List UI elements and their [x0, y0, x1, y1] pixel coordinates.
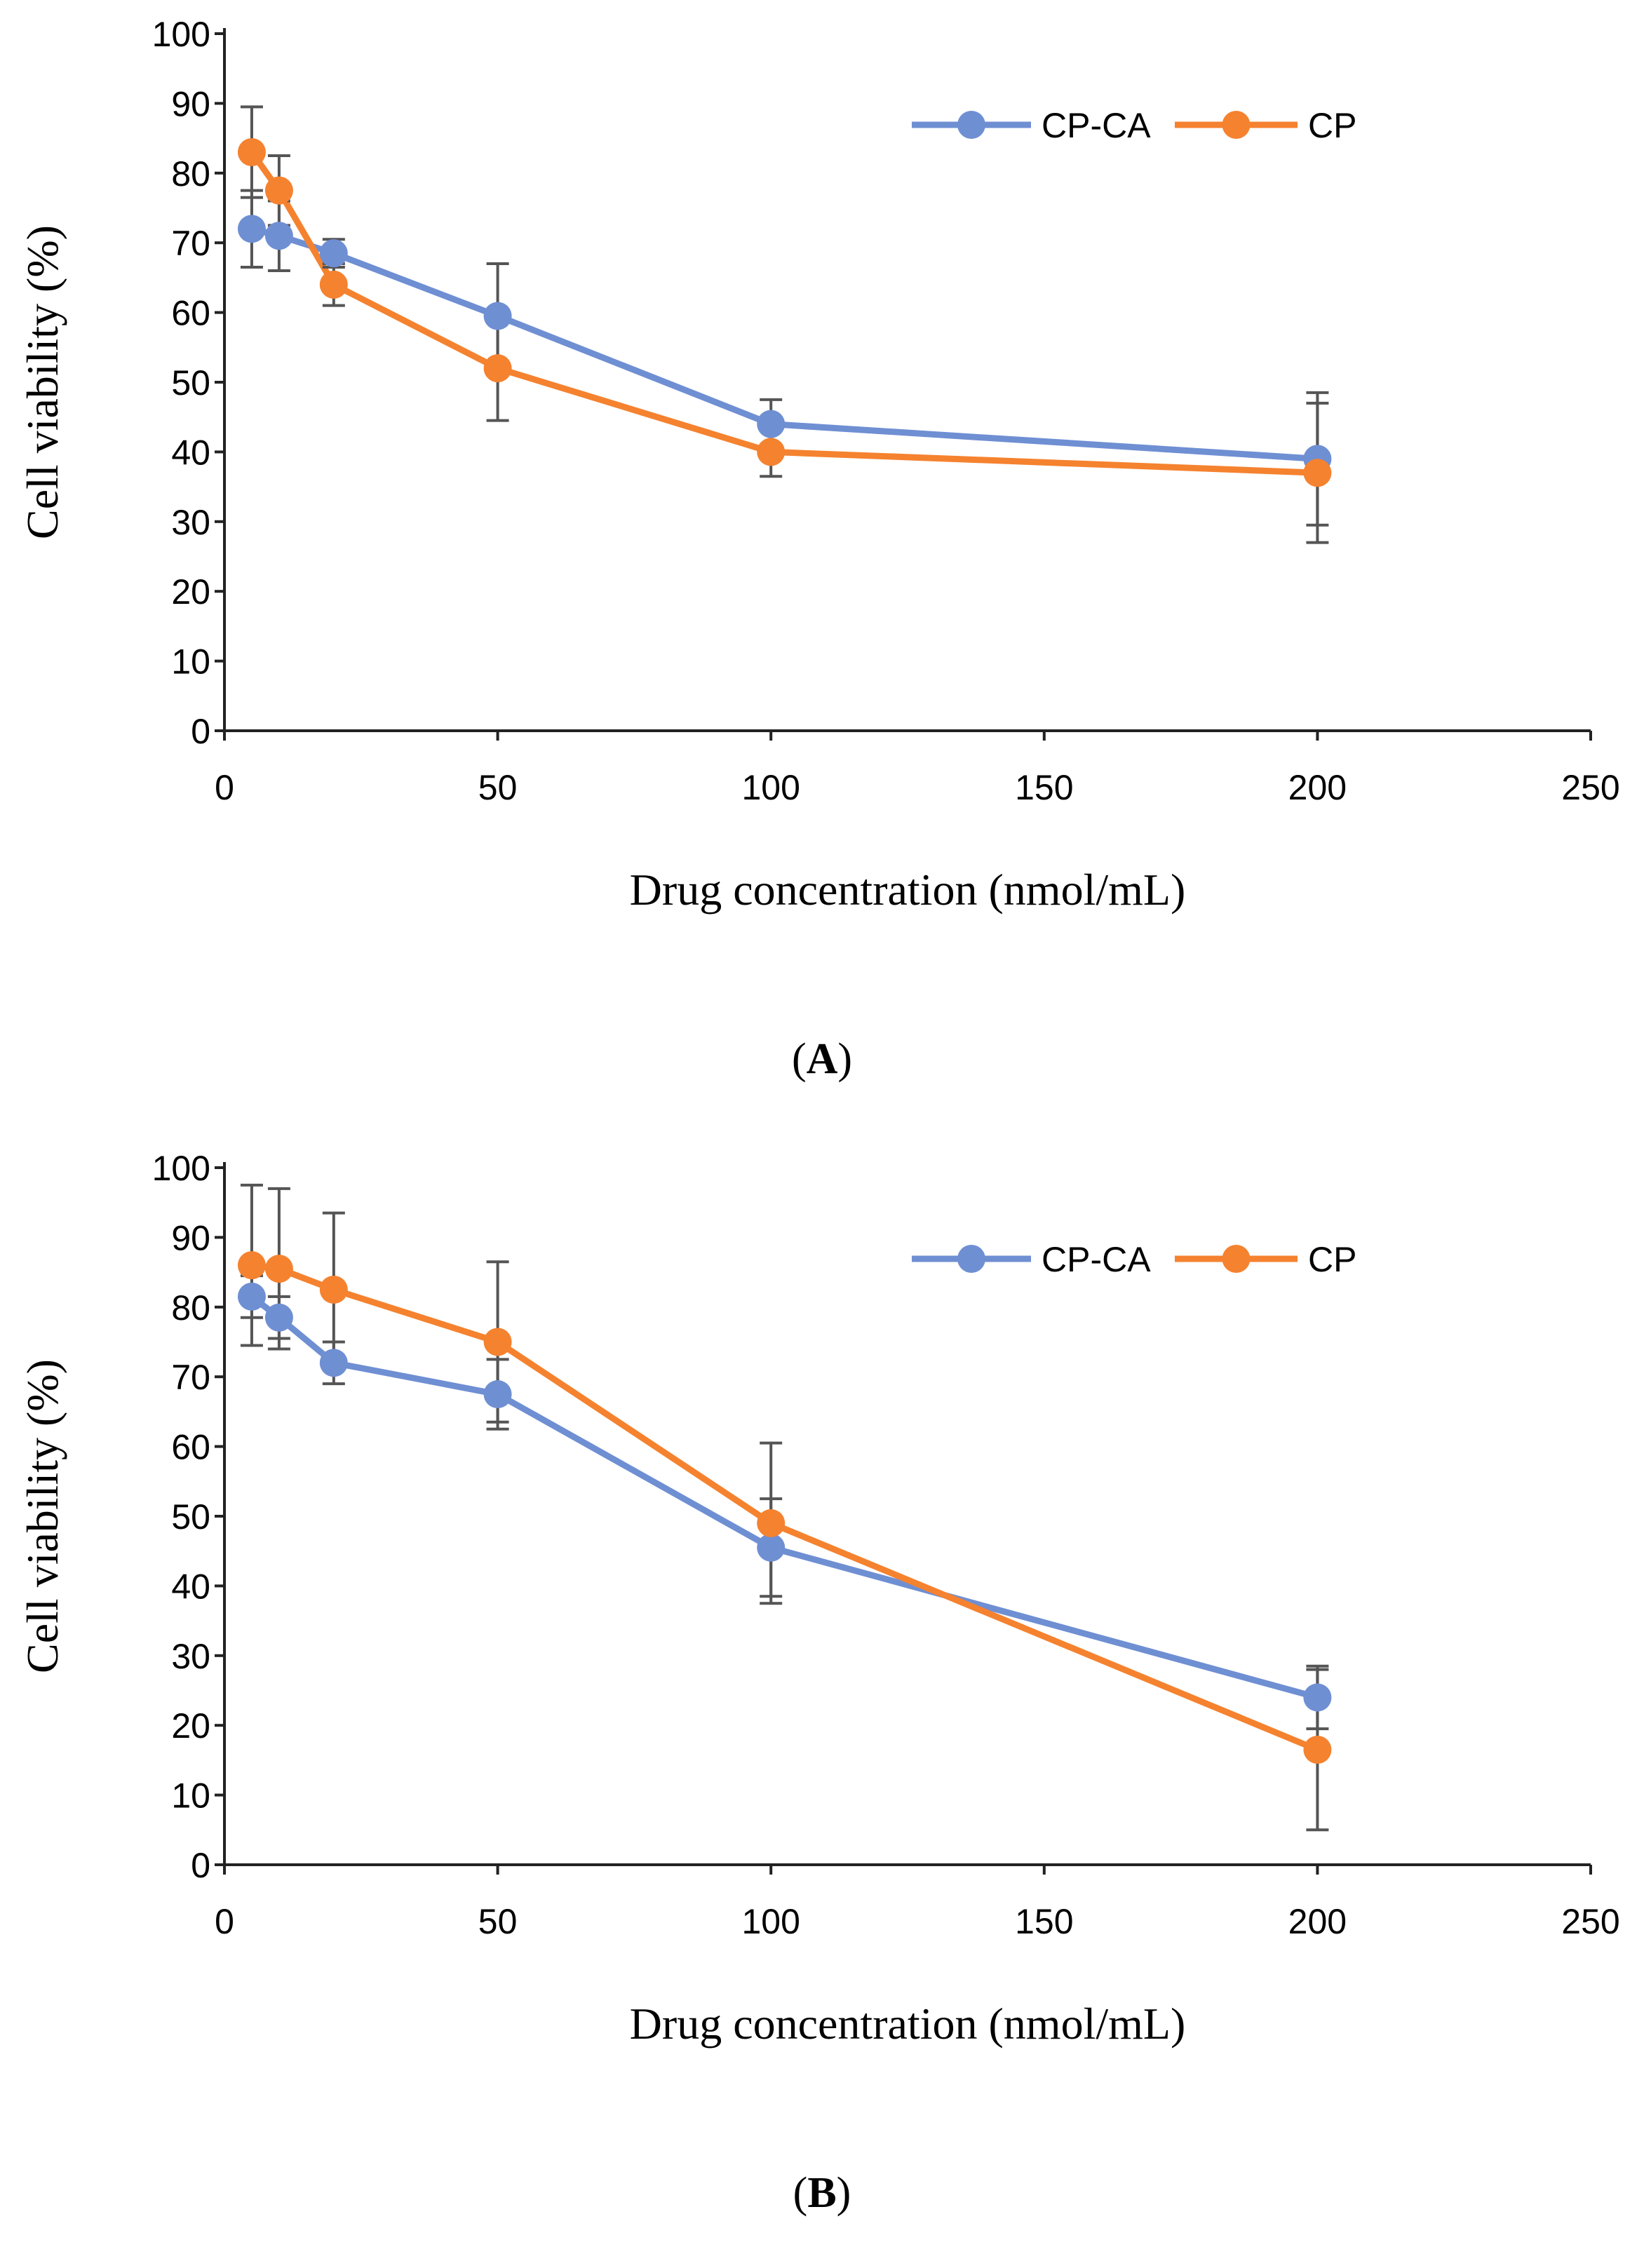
data-point-cp [757, 1508, 786, 1537]
x-tick-label: 250 [1561, 1902, 1619, 1941]
y-tick-label: 90 [171, 84, 210, 123]
data-point-cp [483, 354, 512, 383]
y-tick-label: 0 [191, 1846, 210, 1885]
y-tick-label: 10 [171, 1776, 210, 1816]
y-tick-label: 100 [152, 1149, 210, 1188]
data-point-cp [237, 137, 266, 166]
x-tick-label: 100 [741, 768, 800, 807]
data-point-cp [483, 1328, 512, 1356]
data-point-cp-ca [483, 1380, 512, 1409]
y-axis-title: Cell viability (%) [18, 225, 67, 539]
data-point-cp [1303, 459, 1332, 487]
series-line-cp [251, 1262, 1319, 1753]
y-tick-label: 80 [171, 154, 210, 194]
panel-label: (A) [792, 1035, 852, 1083]
legend-label-cp: CP [1308, 106, 1356, 145]
panel-label: (B) [793, 2169, 851, 2217]
x-tick-label: 150 [1015, 1902, 1073, 1941]
x-tick-label: 0 [215, 1902, 234, 1941]
data-point-cp-ca [264, 222, 293, 250]
legend-label-cp: CP [1308, 1240, 1356, 1279]
y-tick-label: 60 [171, 1428, 210, 1467]
y-tick-label: 30 [171, 1637, 210, 1676]
y-tick-label: 60 [171, 294, 210, 333]
x-axis-title: Drug concentration (nmol/mL) [630, 1999, 1186, 2048]
legend-label-cp-ca: CP-CA [1042, 106, 1151, 145]
legend-label-cp-ca: CP-CA [1042, 1240, 1151, 1279]
y-tick-label: 50 [171, 363, 210, 403]
legend-marker-cp [1222, 111, 1251, 139]
data-point-cp-ca [757, 410, 786, 438]
data-point-cp [264, 176, 293, 205]
x-tick-label: 200 [1288, 768, 1347, 807]
figure-panel-a: 0 10 20 30 40 50 60 70 80 90 100 0 50 100 150 200 250 Dru… [18, 15, 1620, 1083]
y-tick-label: 70 [171, 1358, 210, 1397]
x-tick-label: 50 [478, 1902, 518, 1941]
data-point-cp-ca [264, 1303, 293, 1332]
x-tick-label: 0 [215, 768, 234, 807]
x-tick-label: 100 [741, 1902, 800, 1941]
data-point-cp-ca [319, 1349, 348, 1377]
y-tick-label: 40 [171, 433, 210, 472]
legend: CP-CA CP [912, 1240, 1356, 1279]
series-line-cp-ca [250, 1294, 1319, 1701]
y-tick-label: 20 [171, 572, 210, 612]
data-point-cp [319, 270, 348, 299]
y-tick-label: 90 [171, 1218, 210, 1257]
x-tick-label: 200 [1288, 1902, 1347, 1941]
figure-panel-b: 0 10 20 30 40 50 60 70 80 90 100 0 50 100 150 200 250 Dru… [0, 1134, 1644, 2268]
data-point-cp [264, 1255, 293, 1283]
legend-marker-cp-ca [957, 1245, 985, 1273]
y-tick-label: 70 [171, 224, 210, 263]
y-tick-label: 0 [191, 712, 210, 751]
data-point-cp-ca [1303, 1683, 1332, 1712]
data-point-cp-ca [483, 302, 512, 330]
data-point-cp [1303, 1735, 1332, 1764]
x-tick-label: 250 [1561, 768, 1619, 807]
x-tick-label: 150 [1015, 768, 1073, 807]
y-tick-label: 100 [152, 15, 210, 54]
chart-a-svg: 0 10 20 30 40 50 60 70 80 90 100 0 50 100 150 200 250 Dru… [18, 15, 1620, 1083]
x-axis-title: Drug concentration (nmol/mL) [630, 865, 1186, 914]
legend: CP-CA CP [912, 106, 1356, 145]
y-axis-title: Cell viability (%) [18, 1359, 67, 1673]
data-point-cp [237, 1251, 266, 1280]
legend-marker-cp-ca [957, 111, 985, 139]
y-tick-label: 30 [171, 503, 210, 542]
data-point-cp-ca [237, 1282, 266, 1311]
data-point-cp-ca [319, 239, 348, 268]
y-tick-label: 50 [171, 1497, 210, 1537]
y-tick-label: 80 [171, 1288, 210, 1328]
y-tick-label: 20 [171, 1706, 210, 1746]
chart-b-svg: 0 10 20 30 40 50 60 70 80 90 100 0 50 100 150 200 250 Dru… [18, 1149, 1620, 2217]
x-tick-label: 50 [478, 768, 518, 807]
data-point-cp [757, 438, 786, 466]
y-tick-label: 10 [171, 642, 210, 682]
y-tick-label: 40 [171, 1567, 210, 1606]
legend-marker-cp [1222, 1245, 1251, 1273]
data-point-cp [319, 1275, 348, 1304]
data-point-cp-ca [237, 215, 266, 243]
data-point-cp-ca [757, 1533, 786, 1562]
